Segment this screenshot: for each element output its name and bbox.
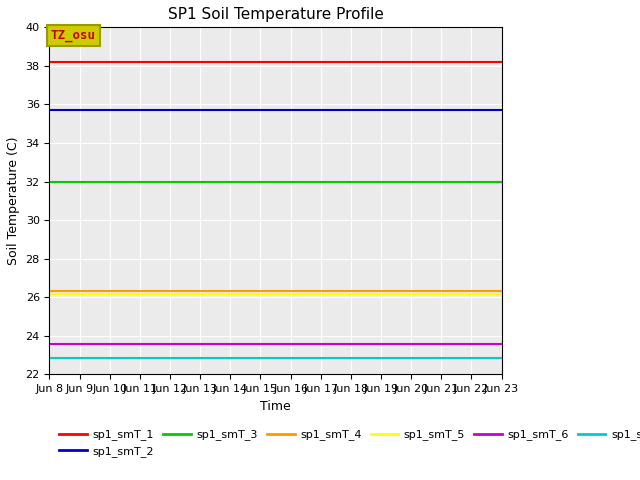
sp1_smT_1 [260,59,268,65]
sp1_smT_7 [263,355,271,361]
sp1_smT_3 [45,179,53,184]
sp1_smT_7 [498,355,506,361]
sp1_smT_5 [315,291,323,297]
sp1_smT_4 [290,288,298,294]
sp1_smT_2 [45,108,53,113]
sp1_smT_6 [315,341,323,347]
sp1_smT_3 [498,179,506,184]
sp1_smT_1 [416,59,424,65]
sp1_smT_3 [416,179,424,184]
sp1_smT_6 [263,341,271,347]
Y-axis label: Soil Temperature (C): Soil Temperature (C) [7,137,20,265]
sp1_smT_7 [416,355,424,361]
sp1_smT_6 [45,341,53,347]
sp1_smT_3 [290,179,298,184]
sp1_smT_1 [263,59,271,65]
sp1_smT_7 [260,355,268,361]
sp1_smT_2 [263,108,271,113]
sp1_smT_4 [315,288,323,294]
sp1_smT_7 [315,355,323,361]
sp1_smT_1 [45,59,53,65]
sp1_smT_7 [487,355,495,361]
sp1_smT_6 [416,341,424,347]
sp1_smT_1 [498,59,506,65]
sp1_smT_4 [416,288,424,294]
sp1_smT_1 [315,59,323,65]
sp1_smT_2 [260,108,268,113]
sp1_smT_4 [45,288,53,294]
sp1_smT_4 [487,288,495,294]
sp1_smT_5 [290,291,298,297]
sp1_smT_1 [487,59,495,65]
sp1_smT_3 [263,179,271,184]
sp1_smT_4 [260,288,268,294]
sp1_smT_5 [263,291,271,297]
sp1_smT_2 [290,108,298,113]
sp1_smT_7 [45,355,53,361]
sp1_smT_2 [498,108,506,113]
Text: TZ_osu: TZ_osu [51,29,96,42]
sp1_smT_6 [290,341,298,347]
sp1_smT_5 [416,291,424,297]
sp1_smT_3 [260,179,268,184]
Legend: sp1_smT_1, sp1_smT_2, sp1_smT_3, sp1_smT_4, sp1_smT_5, sp1_smT_6, sp1_smT_7: sp1_smT_1, sp1_smT_2, sp1_smT_3, sp1_smT… [55,425,640,461]
sp1_smT_6 [498,341,506,347]
sp1_smT_5 [487,291,495,297]
sp1_smT_3 [487,179,495,184]
sp1_smT_4 [263,288,271,294]
sp1_smT_2 [487,108,495,113]
sp1_smT_5 [260,291,268,297]
Title: SP1 Soil Temperature Profile: SP1 Soil Temperature Profile [168,7,383,22]
sp1_smT_5 [45,291,53,297]
sp1_smT_4 [498,288,506,294]
X-axis label: Time: Time [260,400,291,413]
sp1_smT_2 [416,108,424,113]
sp1_smT_6 [260,341,268,347]
sp1_smT_7 [290,355,298,361]
sp1_smT_6 [487,341,495,347]
sp1_smT_2 [315,108,323,113]
sp1_smT_5 [498,291,506,297]
sp1_smT_1 [290,59,298,65]
sp1_smT_3 [315,179,323,184]
